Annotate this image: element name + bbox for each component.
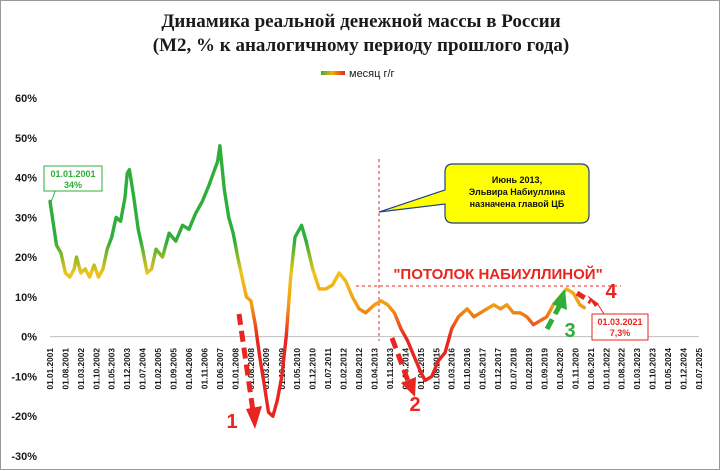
x-tick-label: 01.09.2012	[354, 348, 364, 390]
annotation-nabiullina: Июнь 2013, Эльвира Набиуллина назначена гл…	[378, 163, 590, 224]
arrow-2-head	[401, 377, 416, 397]
y-axis-ticks: 60% 50% 40% 30% 20% 10% 0% -10% -20% -30%	[11, 93, 37, 463]
annotation-end-box	[591, 313, 649, 341]
annotation-end: 01.03.2021 7,3%	[591, 302, 649, 341]
x-tick-label: 01.07.2018	[509, 348, 519, 390]
x-tick-label: 01.06.2021	[586, 348, 596, 390]
x-tick-label: 01.06.2007	[215, 348, 225, 390]
x-tick-label: 01.03.2023	[632, 348, 642, 390]
arrow-1: 1	[226, 313, 262, 433]
y-tick-label: 10%	[15, 292, 37, 304]
annotation-start: 01.01.2001 34%	[43, 165, 103, 203]
x-tick-label: 01.01.2022	[601, 348, 611, 390]
x-tick-label: 01.03.2016	[447, 348, 457, 390]
arrow-2: 2	[389, 337, 421, 416]
chart-title: Динамика реальной денежной массы в Росси…	[161, 11, 560, 32]
x-tick-label: 01.05.2024	[663, 348, 673, 390]
y-tick-label: -20%	[11, 411, 37, 423]
series-line-m2	[48, 144, 586, 418]
x-tick-label: 01.02.2005	[153, 348, 163, 390]
x-tick-label: 01.04.2020	[555, 348, 565, 390]
arrow-3-shaft	[544, 303, 563, 331]
x-tick-label: 01.11.2006	[200, 348, 210, 389]
annotation-nabiullina-text: Июнь 2013, Эльвира Набиуллина назначена гл…	[469, 175, 566, 209]
legend-label: месяц г/г	[349, 68, 395, 80]
x-tick-label: 01.11.2013	[385, 348, 395, 389]
x-tick-label: 01.04.2006	[184, 348, 194, 390]
y-tick-label: -10%	[11, 371, 37, 383]
x-tick-label: 01.09.2019	[539, 348, 549, 390]
x-tick-label: 01.05.2010	[292, 348, 302, 390]
y-tick-label: 20%	[15, 252, 37, 264]
annotation-start-date: 01.01.2001	[50, 169, 95, 179]
x-tick-label: 01.08.2022	[617, 348, 627, 390]
arrow-3-head	[552, 289, 567, 310]
y-tick-label: 40%	[15, 173, 37, 185]
x-tick-label: 01.02.2012	[339, 348, 349, 390]
annotation-ceiling-label: "ПОТОЛОК НАБИУЛЛИНОЙ"	[393, 265, 602, 283]
annotation-end-date: 01.03.2021	[597, 317, 642, 327]
x-tick-label: 01.07.2004	[138, 348, 148, 390]
arrow-4-label: 4	[605, 281, 617, 303]
x-axis-ticks: 01.01.2001 01.08.2001 01.03.2002 01.10.2002…	[45, 348, 704, 390]
x-tick-label: 01.05.2017	[478, 348, 488, 390]
x-tick-label: 01.12.2024	[679, 348, 689, 390]
legend: месяц г/г	[321, 68, 395, 80]
y-tick-label: 50%	[15, 133, 37, 145]
arrow-1-label: 1	[226, 411, 237, 433]
x-tick-label: 01.10.2023	[648, 348, 658, 390]
x-tick-label: 01.12.2010	[308, 348, 318, 390]
y-tick-label: 60%	[15, 93, 37, 105]
x-tick-label: 01.01.2008	[230, 348, 240, 390]
x-tick-label: 01.06.2014	[400, 348, 410, 390]
x-tick-label: 01.11.2020	[570, 348, 580, 389]
arrow-3: 3	[544, 289, 576, 342]
y-tick-label: 30%	[15, 212, 37, 224]
arrow-3-label: 3	[564, 320, 575, 342]
legend-swatch	[321, 71, 345, 75]
arrow-4-shaft	[575, 290, 593, 305]
x-tick-label: 01.05.2003	[107, 348, 117, 390]
x-tick-label: 01.12.2003	[122, 348, 132, 390]
x-tick-label: 01.08.2008	[246, 348, 256, 390]
y-tick-label: 0%	[21, 332, 37, 344]
x-tick-label: 01.03.2002	[76, 348, 86, 390]
x-tick-label: 01.07.2025	[694, 348, 704, 390]
arrow-4-head	[587, 295, 599, 307]
x-tick-label: 01.07.2011	[323, 348, 333, 389]
annotation-start-box	[43, 165, 103, 192]
x-tick-label: 01.08.2001	[60, 348, 70, 390]
arrow-1-head	[246, 406, 262, 429]
x-tick-label: 01.10.2002	[91, 348, 101, 390]
annotation-end-value: 7,3%	[610, 328, 631, 338]
x-tick-label: 01.10.2016	[462, 348, 472, 390]
x-tick-label: 01.04.2013	[369, 348, 379, 390]
chart-subtitle: (М2, % к аналогичному периоду прошлого г…	[153, 35, 569, 56]
x-tick-label: 01.03.2009	[261, 348, 271, 390]
arrow-2-shaft	[389, 337, 411, 382]
arrow-2-label: 2	[409, 394, 420, 416]
x-tick-label: 01.02.2019	[524, 348, 534, 390]
y-tick-label: -30%	[11, 451, 37, 463]
x-tick-label: 01.01.2001	[45, 348, 55, 390]
annotation-start-value: 34%	[64, 180, 82, 190]
arrow-4: 4	[575, 281, 617, 307]
x-tick-label: 01.12.2017	[493, 348, 503, 390]
x-tick-label: 01.09.2005	[169, 348, 179, 390]
annotation-end-pointer	[596, 302, 605, 315]
annotation-nabiullina-callout	[378, 163, 590, 224]
